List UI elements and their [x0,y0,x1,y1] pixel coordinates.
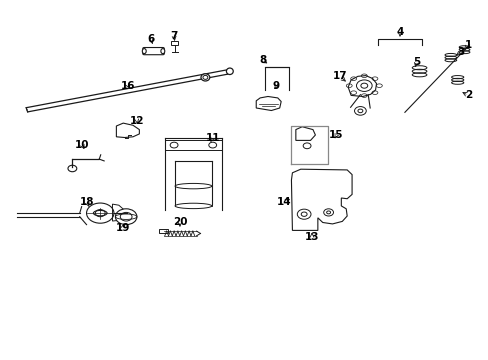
Ellipse shape [161,49,164,54]
Bar [175,186,211,206]
Text: 3: 3 [456,47,463,57]
Text: 16: 16 [121,81,135,91]
Text: 13: 13 [304,232,319,242]
Text: 1: 1 [464,40,471,50]
Text: 19: 19 [116,222,130,233]
Text: 2: 2 [464,90,471,100]
Text: 5: 5 [412,57,419,67]
Text: 9: 9 [272,81,279,91]
Ellipse shape [175,184,211,189]
Ellipse shape [201,74,209,81]
Text: 12: 12 [129,116,144,126]
Circle shape [170,142,178,148]
Bar [159,229,167,233]
FancyBboxPatch shape [142,48,164,55]
Text: 11: 11 [205,132,220,143]
Ellipse shape [203,75,207,79]
Ellipse shape [175,203,211,209]
Text: 7: 7 [170,31,178,41]
Bar [170,41,178,45]
Circle shape [115,209,137,225]
Circle shape [86,203,114,223]
Ellipse shape [226,68,233,75]
Circle shape [68,165,77,172]
Circle shape [208,142,216,148]
Text: 6: 6 [147,34,154,44]
Text: 18: 18 [80,197,94,207]
Ellipse shape [93,210,107,216]
Text: 4: 4 [395,27,403,37]
Text: 8: 8 [259,55,265,66]
Ellipse shape [142,49,146,54]
Text: 14: 14 [277,197,291,207]
Text: 15: 15 [328,130,343,140]
Text: 10: 10 [75,140,89,150]
Text: 20: 20 [172,217,187,228]
Text: 17: 17 [332,71,346,81]
